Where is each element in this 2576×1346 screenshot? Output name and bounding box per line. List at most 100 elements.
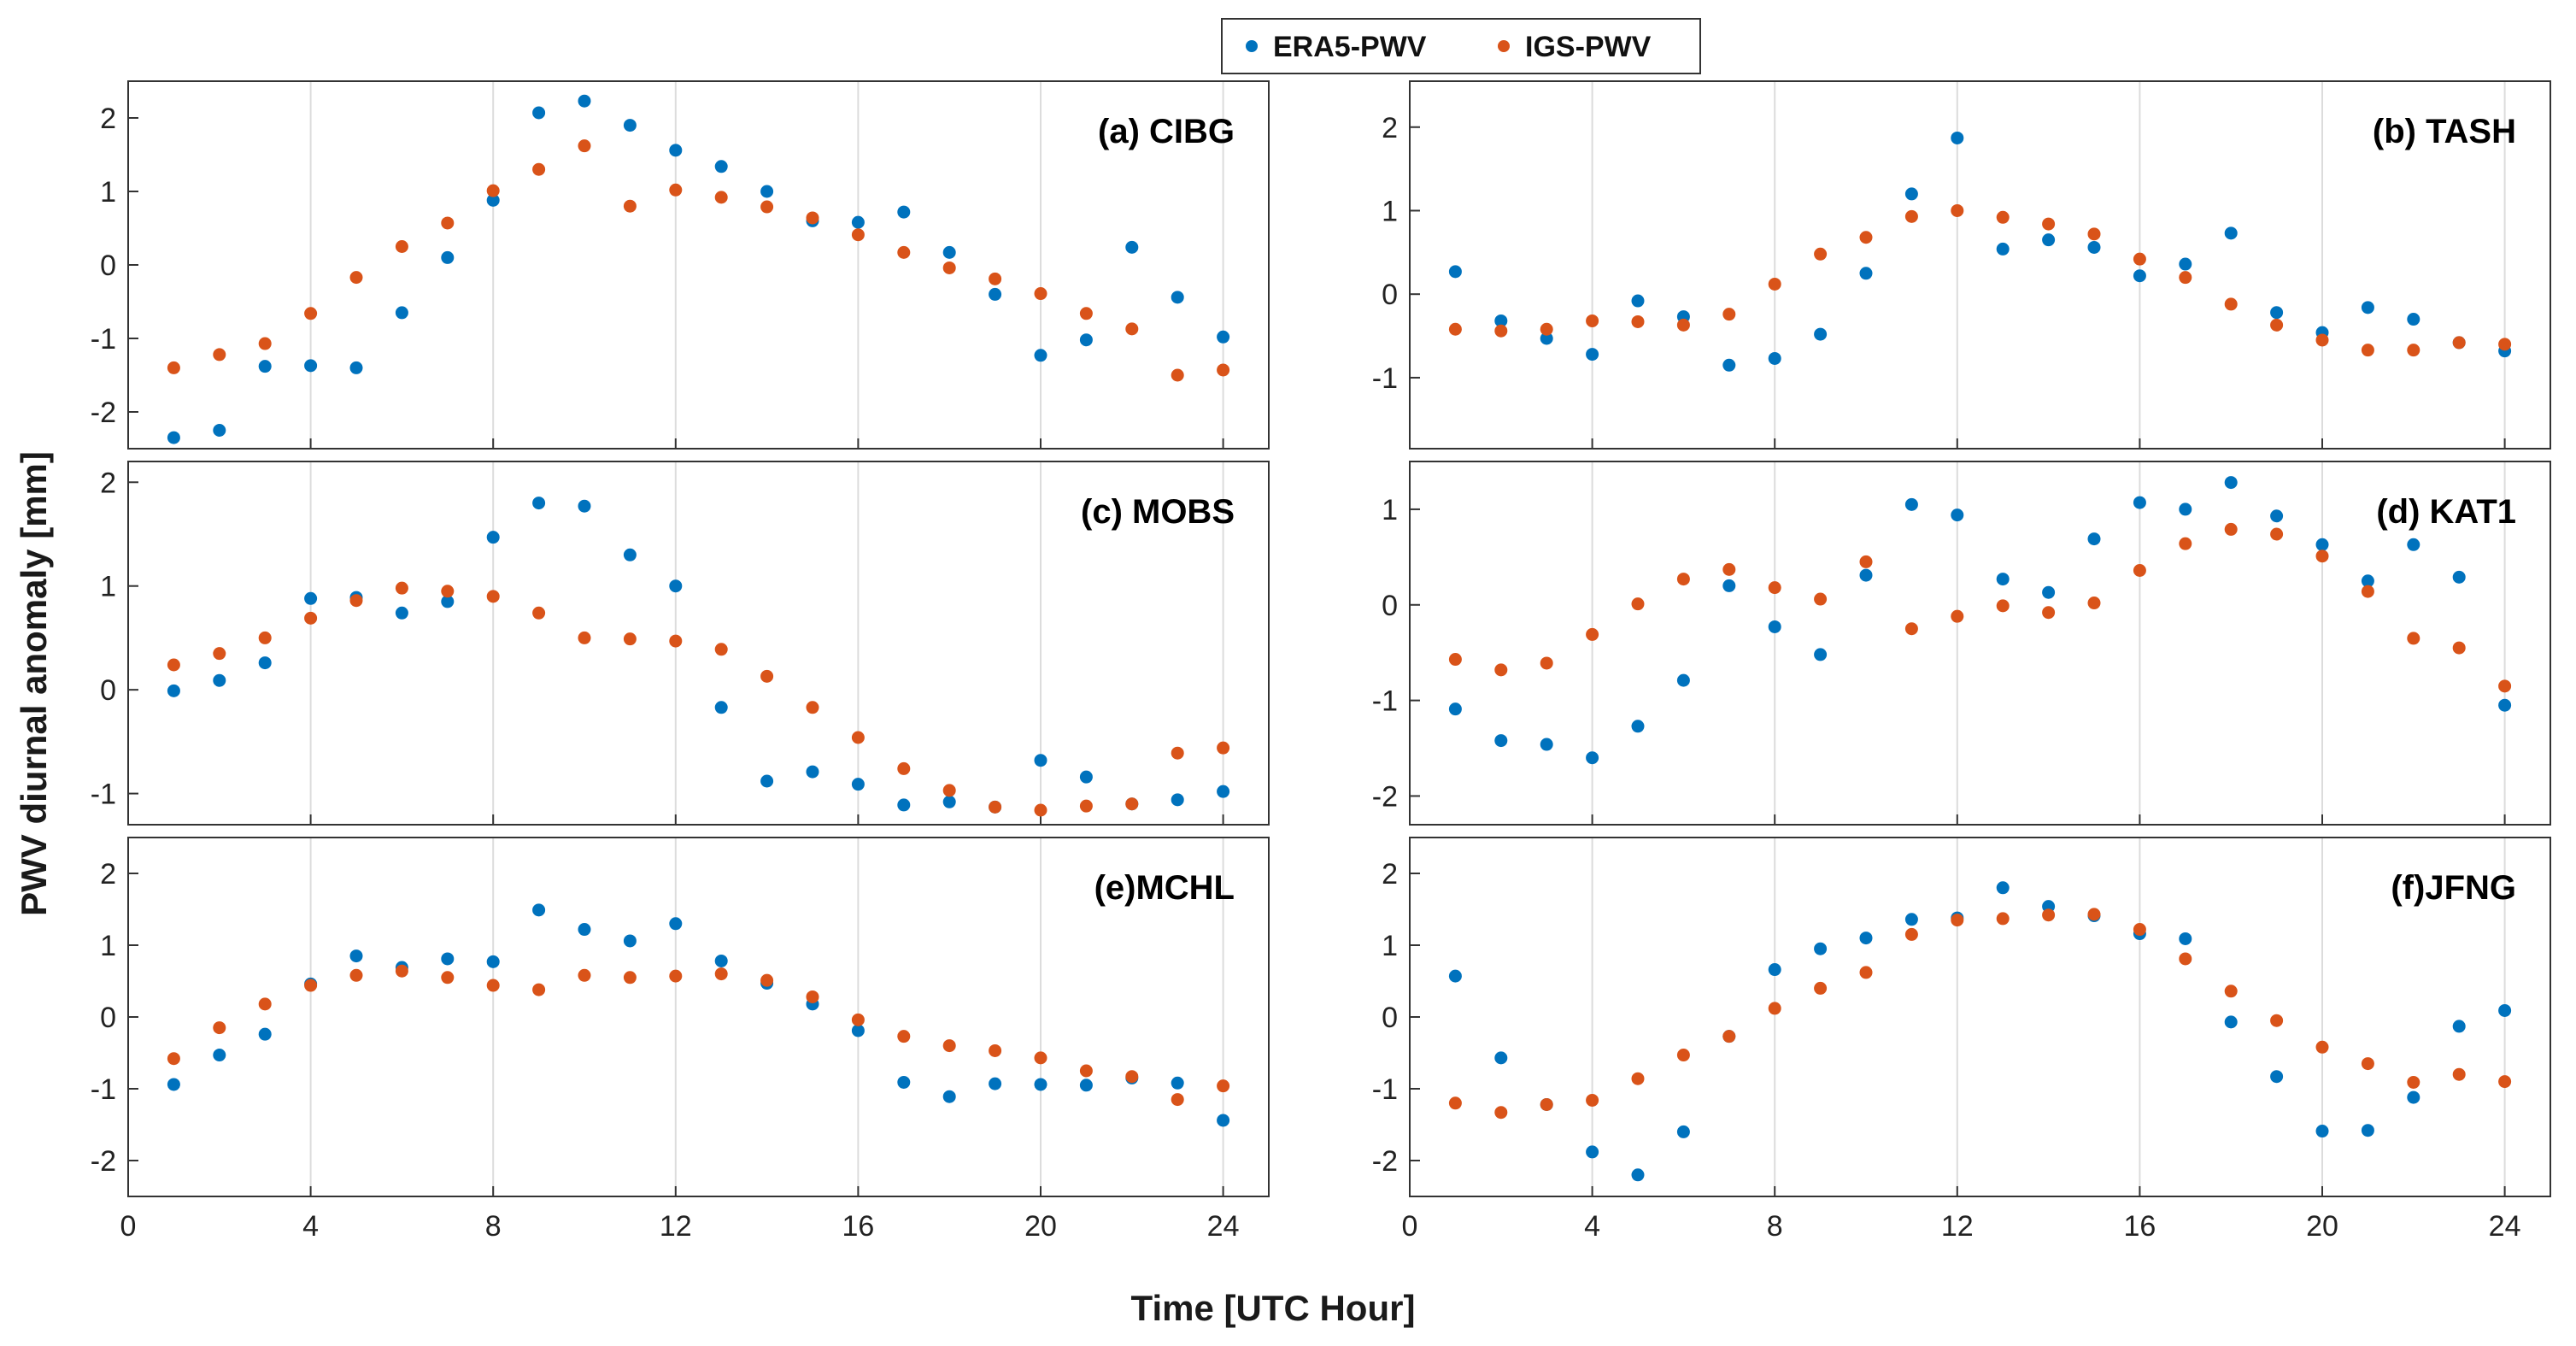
era5-point (1631, 720, 1645, 733)
era5-point (258, 1027, 272, 1041)
panel-background (128, 461, 1269, 825)
y-tick-label: 1 (1382, 494, 1398, 526)
igs-point (167, 1052, 180, 1066)
era5-point (213, 673, 226, 687)
y-tick-label: -2 (91, 1145, 116, 1178)
era5-point (2407, 538, 2421, 551)
y-tick-label: 0 (100, 250, 116, 282)
igs-point (2224, 985, 2238, 998)
era5-point (1996, 573, 2010, 586)
x-tick-label: 24 (1207, 1210, 1240, 1243)
era5-point (1859, 932, 1873, 945)
igs-point (1904, 927, 1918, 941)
igs-point (1768, 581, 1781, 595)
era5-point (1171, 793, 1184, 807)
igs-point (2042, 908, 2056, 922)
igs-point (1722, 1030, 1736, 1043)
era5-point (897, 798, 911, 812)
era5-point (1904, 187, 1918, 201)
y-axis-label: PWV diurnal anomaly [mm] (14, 451, 54, 916)
igs-point (760, 200, 774, 214)
igs-point (1722, 562, 1736, 576)
igs-point (851, 1013, 865, 1026)
igs-point (2133, 252, 2146, 266)
era5-point (714, 160, 728, 173)
era5-point (441, 595, 455, 608)
legend-box (1221, 18, 1701, 74)
era5-point (395, 606, 408, 620)
era5-point (623, 119, 637, 132)
era5-point (2270, 1070, 2284, 1084)
era5-point (2224, 1015, 2238, 1029)
y-tick-label: 2 (100, 103, 116, 135)
igs-point (349, 968, 363, 982)
era5-point (669, 144, 683, 157)
igs-point (1540, 322, 1553, 336)
y-tick-label: 0 (100, 1002, 116, 1034)
era5-point (1034, 1078, 1047, 1091)
panel-3: -1 0 1 2 (c) MOBS (91, 461, 1270, 826)
igs-point (2087, 908, 2101, 921)
panel-4: -2 -1 0 1 (d) KAT1 (1372, 461, 2551, 826)
era5-point (1171, 291, 1184, 304)
era5-point (213, 1049, 226, 1062)
era5-point (2452, 1020, 2466, 1033)
era5-point (1676, 1125, 1690, 1138)
era5-point (714, 954, 728, 967)
igs-point (760, 669, 774, 683)
era5-point (2315, 538, 2329, 551)
era5-point (2407, 313, 2421, 326)
panel-frame (1409, 461, 2551, 826)
era5-point (897, 1075, 911, 1089)
era5-point (1951, 131, 1964, 144)
x-axis-label: Time [UTC Hour] (1131, 1288, 1416, 1328)
x-tick-label: 8 (485, 1210, 502, 1243)
igs-point (349, 271, 363, 285)
era5-point (806, 765, 819, 779)
era5-point (1540, 332, 1553, 345)
era5-point (851, 215, 865, 229)
x-tick-label: 24 (2489, 1210, 2521, 1243)
igs-point (2315, 1040, 2329, 1054)
x-tick-label: 16 (842, 1210, 874, 1243)
panel-background (128, 81, 1269, 449)
panel-background (1410, 461, 2550, 825)
igs-point (2270, 318, 2284, 332)
y-tick-label: 0 (1382, 1002, 1398, 1034)
era5-point (1448, 702, 1462, 716)
era5-point (486, 193, 500, 207)
igs-point (441, 971, 455, 985)
x-tick-label: 0 (120, 1210, 137, 1243)
era5-point (1631, 1168, 1645, 1182)
era5-point (2042, 233, 2056, 247)
era5-point (1996, 242, 2010, 256)
igs-point (1125, 1070, 1139, 1084)
igs-point (1768, 277, 1781, 291)
igs-point (942, 261, 956, 274)
panel-frame (127, 837, 1270, 1197)
igs-point (1079, 799, 1093, 813)
era5-point (578, 94, 591, 108)
igs-point (1996, 912, 2010, 926)
era5-point (1814, 648, 1828, 661)
igs-point (1676, 573, 1690, 586)
era5-point (167, 684, 180, 697)
panel-title: (a) CIBG (1098, 113, 1235, 150)
igs-point (623, 971, 637, 985)
era5-point (2452, 570, 2466, 584)
igs-point (806, 990, 819, 1003)
panel-frame (127, 461, 1270, 826)
y-tick-label: 2 (1382, 112, 1398, 144)
y-tick-label: 0 (100, 674, 116, 707)
era5-point (1586, 751, 1599, 765)
era5-point (2087, 240, 2101, 254)
igs-point (1448, 322, 1462, 336)
y-tick-label: -1 (91, 323, 116, 356)
era5-point (2361, 1124, 2374, 1137)
y-tick-label: -1 (1372, 362, 1398, 395)
era5-point (1494, 1051, 1508, 1065)
igs-point (532, 606, 546, 620)
panel-title: (b) TASH (2373, 113, 2516, 150)
y-tick-label: 2 (100, 467, 116, 499)
igs-point (395, 240, 408, 253)
